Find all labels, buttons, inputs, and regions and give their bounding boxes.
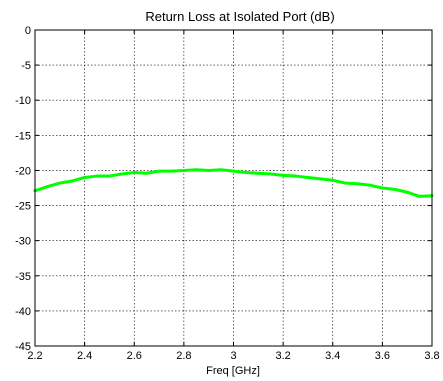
data-point — [157, 169, 161, 173]
data-point — [343, 181, 347, 185]
data-point — [182, 169, 186, 172]
data-point — [108, 174, 111, 178]
data-point — [95, 174, 99, 178]
data-point — [132, 171, 136, 174]
x-tick-label: 3.6 — [375, 350, 390, 362]
x-tick-label: 3 — [230, 350, 236, 362]
x-tick-label: 3.2 — [275, 350, 290, 362]
data-point — [405, 190, 409, 194]
data-point — [356, 182, 359, 186]
data-point — [232, 169, 235, 173]
x-axis-label: Freq [GHz] — [206, 365, 260, 377]
chart-title: Return Loss at Isolated Port (dB) — [145, 9, 334, 24]
y-tick-label: -30 — [15, 236, 31, 248]
y-tick-label: -25 — [15, 201, 31, 213]
axis-ticks: 2.2 2.4 2.6 2.8 3 3.2 3.4 3.6 3.8 0 -5 -10 -15 -20 -25… — [15, 25, 440, 362]
series-layer — [33, 168, 434, 198]
data-point — [207, 169, 211, 172]
data-point — [70, 179, 74, 183]
y-tick-label: -35 — [15, 271, 31, 283]
y-tick-label: -5 — [21, 60, 31, 72]
data-point — [331, 178, 335, 182]
data-point — [380, 186, 384, 190]
data-point — [393, 188, 397, 191]
data-point — [46, 185, 49, 188]
data-point — [83, 176, 87, 179]
y-tick-label: -40 — [15, 306, 31, 318]
x-tick-label: 2.4 — [77, 350, 92, 362]
y-tick-label: -15 — [15, 130, 31, 142]
data-point — [318, 177, 322, 181]
y-tick-label: -10 — [15, 95, 31, 107]
data-point — [281, 173, 285, 177]
y-tick-label: -45 — [15, 341, 31, 353]
grid-lines — [35, 30, 432, 346]
data-point — [58, 181, 62, 185]
y-tick-label: 0 — [25, 25, 31, 37]
data-point — [294, 174, 297, 178]
x-tick-label: 2.8 — [176, 350, 191, 362]
y-tick-label: -20 — [15, 165, 31, 177]
data-point — [145, 171, 149, 175]
data-point — [306, 176, 310, 179]
data-point — [256, 171, 260, 175]
data-point — [194, 168, 198, 172]
data-point — [368, 183, 372, 187]
data-point — [269, 172, 273, 176]
x-tick-label: 2.6 — [127, 350, 142, 362]
x-tick-label: 3.8 — [424, 350, 439, 362]
data-point — [170, 169, 173, 173]
x-tick-label: 2.2 — [27, 350, 42, 362]
data-point — [418, 195, 421, 198]
data-point — [244, 171, 248, 174]
x-tick-label: 3.4 — [325, 350, 340, 362]
data-point — [120, 172, 124, 176]
data-point — [219, 168, 223, 172]
